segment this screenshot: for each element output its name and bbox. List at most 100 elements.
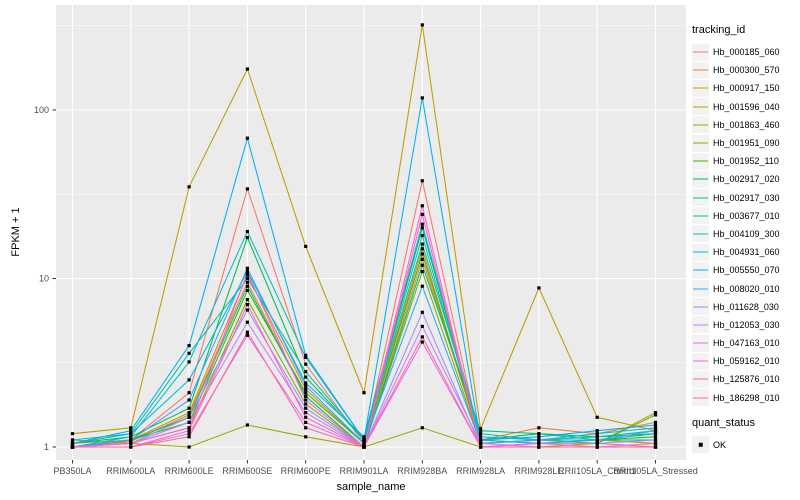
legend-item-Hb_000185_060: Hb_000185_060 [692, 43, 798, 61]
svg-text:RRIM600LA: RRIM600LA [106, 466, 155, 476]
line-swatch-icon [693, 142, 708, 144]
legend-key-swatch [692, 43, 709, 61]
legend-key-swatch [692, 298, 709, 316]
legend-item-Hb_012053_030: Hb_012053_030 [692, 316, 798, 334]
legend-item-label: Hb_001951_090 [713, 138, 780, 149]
legend-item-quant-ok: OK [692, 436, 798, 454]
svg-text:PB350LA: PB350LA [53, 466, 91, 476]
svg-text:RRIM928LA: RRIM928LA [456, 466, 505, 476]
svg-text:RRII105LA_Control: RRII105LA_Control [558, 466, 636, 476]
plot-panel [56, 5, 686, 460]
legend-key-swatch [692, 389, 709, 407]
legend-key-swatch [692, 152, 709, 170]
line-swatch-icon [693, 397, 708, 399]
line-swatch-icon [693, 51, 708, 53]
quant-ok-key [692, 436, 709, 454]
line-swatch-icon [693, 342, 708, 344]
legend-item-Hb_001863_460: Hb_001863_460 [692, 116, 798, 134]
line-swatch-icon [693, 233, 708, 235]
axis-ticks [52, 109, 656, 464]
legend-item-label: Hb_001596_040 [713, 101, 780, 112]
legend-key-swatch [692, 79, 709, 97]
svg-text:RRIM901LA: RRIM901LA [339, 466, 388, 476]
legend-key-swatch [692, 261, 709, 279]
legend-key-swatch [692, 98, 709, 116]
legend-key-swatch [692, 370, 709, 388]
legend-key-swatch [692, 189, 709, 207]
gridlines-major [56, 5, 686, 460]
svg-text:100: 100 [34, 105, 49, 115]
legend-item-label: Hb_001863_460 [713, 119, 780, 130]
line-swatch-icon [693, 324, 708, 326]
legend-item-Hb_002917_020: Hb_002917_020 [692, 170, 798, 188]
legend-item-label: Hb_012053_030 [713, 319, 780, 330]
legend-item-label: Hb_186298_010 [713, 392, 780, 403]
y-axis-title: FPKM + 1 [10, 207, 22, 257]
legend-item-Hb_001952_110: Hb_001952_110 [692, 152, 798, 170]
legend-key-swatch [692, 243, 709, 261]
legend-key-swatch [692, 316, 709, 334]
legend-item-Hb_047163_010: Hb_047163_010 [692, 334, 798, 352]
line-swatch-icon [693, 178, 708, 180]
y-axis-labels: 1 10 100 [34, 105, 49, 452]
line-swatch-icon [693, 69, 708, 71]
line-swatch-icon [693, 215, 708, 217]
legend-item-label: Hb_000917_150 [713, 83, 780, 94]
legend-item-label: OK [713, 439, 727, 450]
legend-item-label: Hb_001952_110 [713, 156, 779, 167]
x-axis-title: sample_name [336, 481, 406, 493]
x-axis-labels: PB350LA RRIM600LA RRIM600LE RRIM600SE RRIM60… [53, 466, 697, 476]
legend-item-Hb_059162_010: Hb_059162_010 [692, 352, 798, 370]
legend-item-Hb_000300_570: Hb_000300_570 [692, 61, 798, 79]
legend-key-swatch [692, 225, 709, 243]
legend-item-Hb_125876_010: Hb_125876_010 [692, 370, 798, 388]
legend: tracking_id Hb_000185_060 Hb_000300_570 Hb… [692, 24, 798, 454]
legend-item-Hb_000917_150: Hb_000917_150 [692, 79, 798, 97]
line-swatch-icon [693, 106, 708, 108]
legend-item-label: Hb_125876_010 [713, 374, 780, 385]
svg-text:1: 1 [44, 442, 49, 452]
legend-item-label: Hb_005550_070 [713, 265, 780, 276]
svg-text:RRIM928BA: RRIM928BA [397, 466, 447, 476]
legend-item-label: Hb_047163_010 [713, 338, 780, 349]
svg-text:RRIM600LE: RRIM600LE [165, 466, 214, 476]
legend-item-Hb_008020_010: Hb_008020_010 [692, 279, 798, 298]
legend-key-swatch [692, 334, 709, 352]
black-square-point-icon [698, 442, 703, 448]
legend-item-label: Hb_000300_570 [713, 65, 780, 76]
line-swatch-icon [693, 124, 708, 126]
legend-item-label: Hb_011628_030 [713, 301, 779, 312]
legend-item-label: Hb_002917_020 [713, 174, 780, 185]
legend-key-swatch [692, 134, 709, 152]
legend-item-label: Hb_003677_010 [713, 210, 780, 221]
line-swatch-icon [693, 87, 708, 89]
legend-key-swatch [692, 116, 709, 134]
legend-item-Hb_186298_010: Hb_186298_010 [692, 389, 798, 407]
legend-title-quant-status: quant_status [692, 416, 755, 429]
legend-item-Hb_003677_010: Hb_003677_010 [692, 207, 798, 225]
svg-text:RRIM928LE: RRIM928LE [514, 466, 563, 476]
line-swatch-icon [693, 251, 708, 253]
legend-item-Hb_001596_040: Hb_001596_040 [692, 98, 798, 116]
legend-title-tracking-id: tracking_id [692, 24, 746, 36]
line-swatch-icon [693, 378, 708, 380]
legend-item-Hb_004109_300: Hb_004109_300 [692, 225, 798, 243]
legend-key-swatch [692, 280, 709, 298]
line-swatch-icon [693, 160, 708, 162]
legend-item-Hb_004931_060: Hb_004931_060 [692, 243, 798, 261]
line-swatch-icon [693, 306, 708, 308]
legend-key-swatch [692, 352, 709, 370]
legend-item-label: Hb_008020_010 [713, 283, 780, 294]
line-swatch-icon [693, 269, 708, 271]
svg-text:RRIM600PE: RRIM600PE [281, 466, 331, 476]
line-swatch-icon [693, 197, 708, 199]
line-swatch-icon [693, 288, 708, 290]
legend-item-Hb_002917_030: Hb_002917_030 [692, 189, 798, 207]
legend-items: Hb_000185_060 Hb_000300_570 Hb_000917_150 H… [692, 43, 798, 407]
svg-text:RRII105LA_Stressed: RRII105LA_Stressed [613, 466, 698, 476]
gridlines-minor [56, 25, 686, 364]
legend-item-label: Hb_002917_030 [713, 192, 780, 203]
legend-item-label: Hb_059162_010 [713, 356, 780, 367]
